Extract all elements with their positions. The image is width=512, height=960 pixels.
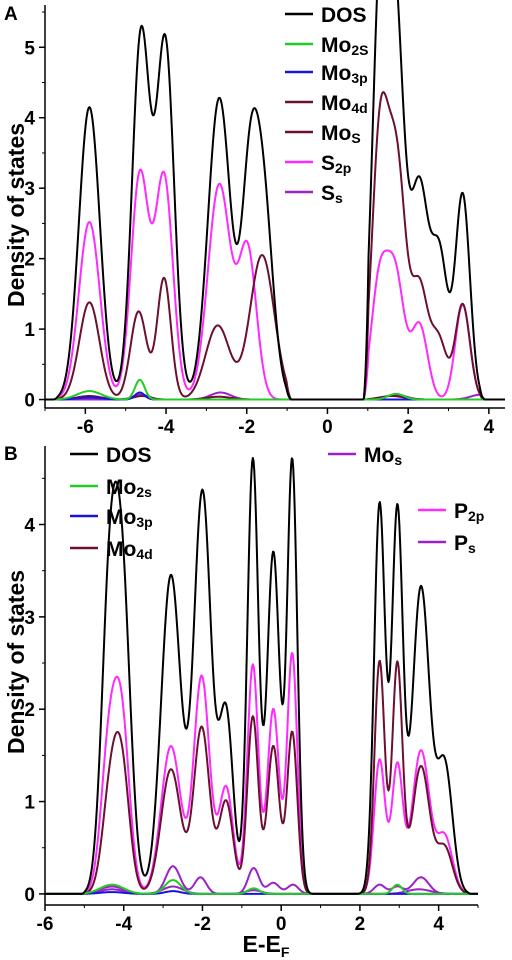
legend-entry: Mo4d [321, 92, 368, 116]
legend-entry-base: Mo [106, 476, 136, 499]
legend-entry: Mos [364, 444, 402, 468]
panel-b-plot: -6 -4 -2 0 2 4 0 1 2 3 4 [24, 446, 479, 935]
x-axis-label-base: E-E [243, 931, 281, 957]
y-tick-label: 0 [24, 391, 35, 412]
y-tick-label: 2 [24, 250, 35, 271]
series-line-mo4d [44, 91, 506, 401]
series-line-dos [44, 456, 479, 895]
x-tick-label: -4 [158, 417, 175, 438]
legend-entry-base: DOS [321, 4, 367, 27]
legend-entry-base: Mo [321, 34, 351, 57]
panel-b-label: B [4, 444, 18, 465]
y-tick-label: 3 [24, 179, 35, 200]
series-line-p2p [44, 652, 479, 895]
legend-entry-base: Mo [106, 506, 136, 529]
legend-entry: Ps [454, 532, 476, 556]
legend-entry-subscript: 2S [351, 42, 368, 58]
legend-entry-base: DOS [106, 444, 152, 467]
y-tick-label: 0 [24, 885, 35, 906]
panel-a-y-axis-label: Density of states [3, 123, 29, 307]
legend-entry: Mo3p [321, 62, 368, 86]
legend-entry: Mo3p [106, 506, 153, 530]
legend-entry: Mo2s [106, 476, 152, 500]
y-tick-label: 5 [24, 38, 35, 59]
legend-entry-subscript: s [335, 190, 343, 206]
legend-entry: P2p [454, 500, 484, 524]
y-tick-label: 3 [24, 608, 35, 629]
series-line-mo2s [44, 378, 506, 401]
legend-entry-base: Mo [321, 92, 351, 115]
x-tick-label: -4 [115, 914, 132, 935]
y-tick-label: 1 [24, 320, 35, 341]
y-tick-label: 4 [24, 109, 35, 130]
legend-entry-base: Mo [321, 122, 351, 145]
x-axis-label-subscript: F [281, 944, 290, 960]
legend-entry-subscript: 4d [351, 100, 367, 116]
panel-b: B Density of states -6 -4 -2 0 2 4 0 1 2 3 4 DOS Mo… [3, 444, 484, 960]
x-tick-label: 0 [276, 914, 287, 935]
x-tick-label: 0 [322, 417, 333, 438]
legend-entry-base: Mo [364, 444, 394, 467]
y-tick-label: 1 [24, 793, 35, 814]
y-tick-label: 4 [24, 516, 35, 537]
legend-entry-base: Mo [106, 538, 136, 561]
series-line-dos [44, 0, 506, 401]
legend-entry-subscript: 4d [136, 546, 152, 562]
panel-a-plot: -6 -4 -2 0 2 4 0 1 2 3 4 5 [24, 0, 506, 438]
series-line-s2p [44, 168, 506, 401]
legend-entry-subscript: 3p [136, 514, 152, 530]
x-tick-label: 2 [355, 914, 366, 935]
x-tick-label: -6 [77, 417, 94, 438]
x-tick-label: 4 [433, 914, 444, 935]
legend-entry-base: P [454, 532, 468, 555]
panel-a: A Density of states -6 -4 -2 0 2 4 0 1 2 3 4 5 DOS M… [3, 0, 506, 438]
legend-entry: DOS [106, 444, 152, 467]
legend-entry: Mo2S [321, 34, 368, 58]
x-tick-label: -2 [238, 417, 255, 438]
legend-entry-base: S [321, 152, 335, 175]
legend-entry: Mo4d [106, 538, 153, 562]
legend-entry-base: S [321, 182, 335, 205]
panel-a-label: A [4, 4, 18, 25]
y-tick-label: 2 [24, 700, 35, 721]
x-tick-label: -6 [37, 914, 54, 935]
legend-entry-subscript: s [468, 540, 476, 556]
legend-entry-subscript: S [351, 130, 360, 146]
legend-entry-base: Mo [321, 62, 351, 85]
legend-entry: Ss [321, 182, 343, 206]
x-tick-label: 4 [484, 417, 495, 438]
x-tick-label: 2 [403, 417, 414, 438]
panel-b-x-axis-label: E-EF [243, 931, 290, 960]
legend-entry-subscript: s [394, 452, 402, 468]
series-line-mo4d [44, 659, 479, 895]
legend-entry-subscript: 2s [136, 484, 152, 500]
legend-entry-subscript: 3p [351, 70, 367, 86]
x-tick-label: -2 [194, 914, 211, 935]
series-line-mo2s [44, 879, 479, 895]
legend-entry: MoS [321, 122, 361, 146]
series-line-ps [44, 865, 479, 895]
legend-entry-base: P [454, 500, 468, 523]
legend-entry: DOS [321, 4, 367, 27]
panel-b-y-axis-label: Density of states [3, 570, 29, 754]
legend-entry-subscript: 2p [335, 160, 351, 176]
legend-entry: S2p [321, 152, 351, 176]
legend-entry-subscript: 2p [468, 508, 484, 524]
series-line-mo3p [44, 890, 479, 895]
